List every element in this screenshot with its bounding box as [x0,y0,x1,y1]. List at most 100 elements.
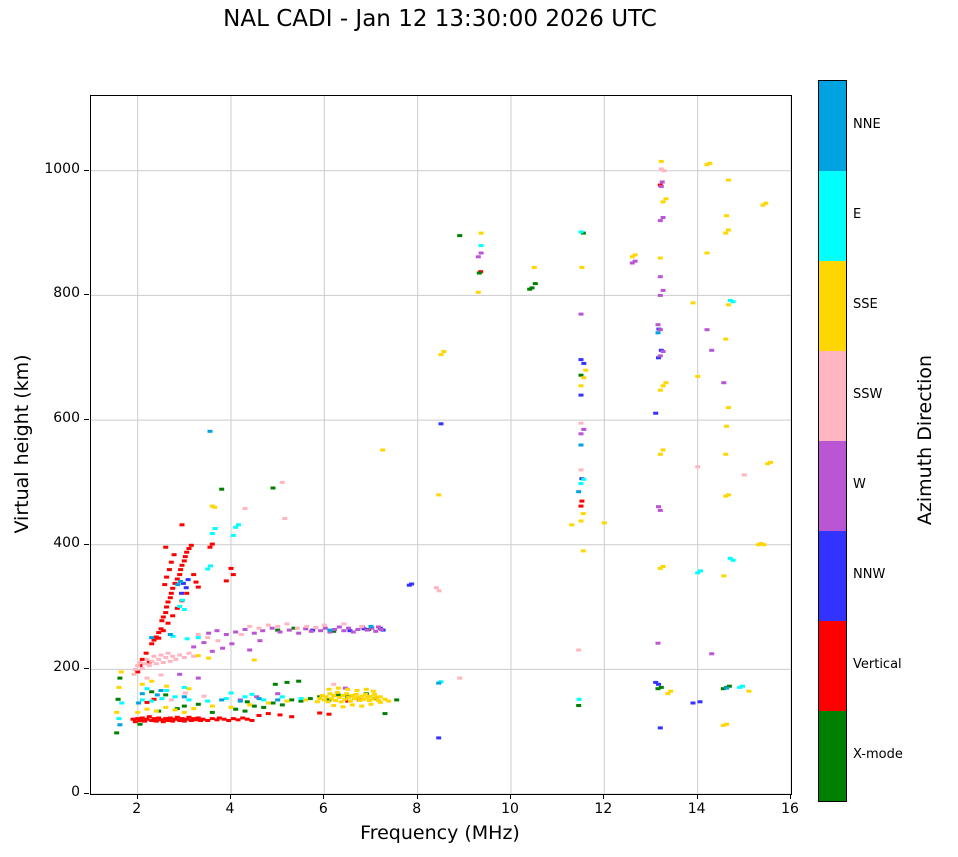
echo-point [351,697,357,701]
echo-point [156,657,162,661]
echo-point [350,630,356,634]
echo-point [180,581,186,585]
x-tick-mark [230,794,231,799]
echo-point [254,695,260,699]
echo-point [181,608,187,611]
data-points [114,159,773,740]
echo-point [527,287,533,291]
echo-point [655,641,661,645]
echo-point [174,606,180,610]
echo-point [279,703,285,707]
echo-point [256,626,262,630]
echo-point [244,717,250,721]
echo-point [233,707,239,711]
echo-point [158,627,164,631]
x-tick-label: 10 [501,801,519,817]
chart-title: NAL CADI - Jan 12 13:30:00 2026 UTC [223,6,657,32]
echo-point [131,672,137,676]
x-tick-mark [696,794,698,799]
echo-point [270,486,276,490]
echo-point [737,685,743,689]
echo-point [167,633,173,636]
echo-point [578,482,584,486]
colorbar-segment-e [819,171,846,261]
echo-point [193,580,199,584]
echo-point [695,465,701,469]
echo-point [177,653,183,657]
echo-point [195,702,201,706]
echo-point [149,636,155,640]
echo-point [327,628,333,632]
x-tick-label: 6 [318,801,328,817]
echo-point [159,619,165,623]
echo-point [136,701,142,705]
echo-point [149,642,155,646]
x-tick-label: 2 [132,801,142,817]
echo-point [657,388,663,392]
echo-point [364,628,370,632]
echo-point [307,697,313,701]
echo-point [158,653,164,657]
echo-point [275,624,281,628]
echo-point [117,723,123,727]
y-tick-label: 800 [53,285,80,302]
colorbar-title: Azimuth Direction [914,354,936,526]
echo-point [581,376,587,380]
echo-point [167,596,173,600]
echo-point [709,348,715,352]
echo-point [532,282,538,286]
echo-point [377,700,383,704]
echo-point [247,703,253,707]
colorbar-label: Vertical [853,657,902,672]
echo-point [135,717,141,721]
echo-point [265,712,271,716]
echo-point [209,704,215,708]
echo-point [270,701,276,705]
echo-point [165,719,171,722]
echo-point [386,699,392,703]
echo-point [326,698,332,702]
echo-point [179,523,185,527]
y-tick-label: 0 [71,784,80,800]
echo-point [436,589,442,593]
echo-point [170,719,176,723]
y-tick-mark [84,668,89,670]
colorbar-segment-x-mode [819,711,846,801]
echo-point [331,704,337,707]
colorbar-label: SSE [853,297,878,312]
echo-point [143,651,149,655]
echo-point [657,452,663,456]
echo-point [578,230,584,234]
colorbar-segment-nnw [819,531,846,621]
echo-point [186,687,192,691]
echo-point [160,629,166,633]
echo-point [284,699,290,703]
echo-point [284,622,290,626]
echo-point [727,556,733,560]
echo-point [230,533,236,537]
echo-point [476,271,482,275]
echo-point [325,700,331,704]
echo-point [345,699,351,703]
echo-point [760,203,766,207]
echo-point [168,698,174,702]
echo-point [205,636,211,640]
echo-point [188,543,194,547]
y-tick-mark [84,543,89,545]
echo-point [195,636,201,640]
echo-point [240,716,246,720]
echo-point [286,628,292,632]
y-tick-mark [84,169,89,171]
echo-point [165,600,171,604]
echo-point [251,658,257,662]
echo-point [579,499,585,503]
echo-point [214,629,220,633]
echo-point [195,676,201,680]
echo-point [531,265,537,269]
y-tick-mark [84,294,89,296]
echo-point [361,697,366,701]
echo-point [219,698,225,702]
echo-point [172,708,178,712]
echo-point [146,664,152,668]
echo-point [186,698,192,702]
